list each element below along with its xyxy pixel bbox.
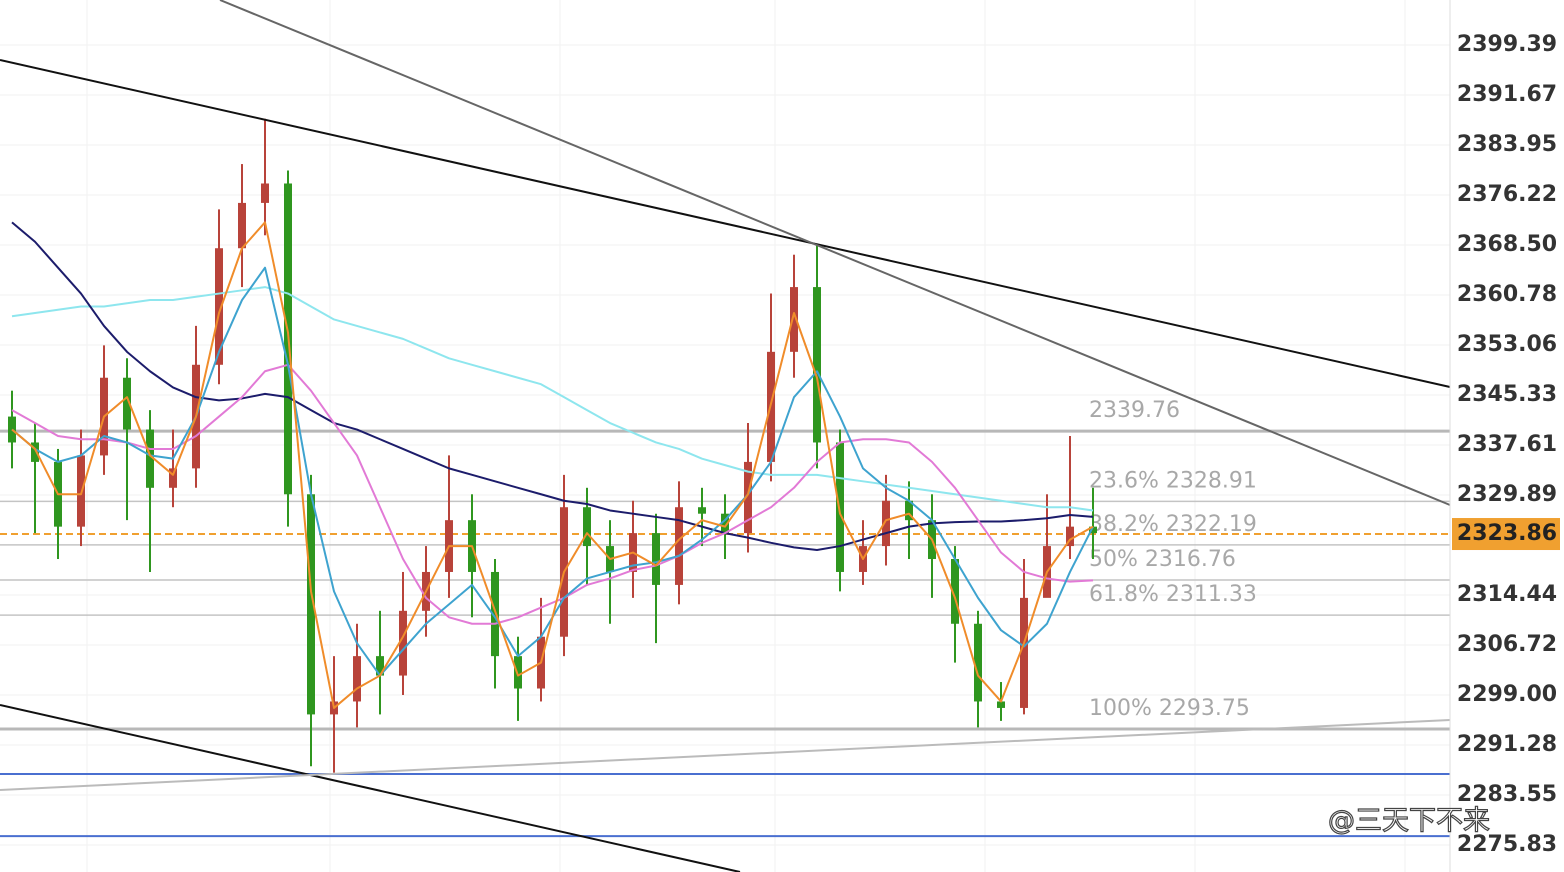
fib-ratio: 23.6%	[1089, 468, 1159, 493]
trendline	[0, 59, 1451, 388]
y-tick-label: 2299.00	[1457, 682, 1557, 707]
candle-body	[813, 287, 821, 443]
fib-label: 100% 2293.75	[1089, 696, 1250, 721]
candle-body	[353, 656, 361, 702]
candle-body	[882, 500, 890, 547]
fib-label: 61.8% 2311.33	[1089, 582, 1257, 607]
fib-ratio: 38.2%	[1089, 512, 1159, 537]
candle-body	[238, 202, 246, 249]
candle-body	[1066, 526, 1074, 547]
candle-body	[905, 500, 913, 521]
fib-price: 2311.33	[1166, 582, 1257, 607]
candle-body	[31, 442, 39, 462]
fib-price: 2328.91	[1166, 468, 1257, 493]
candle-body	[215, 248, 223, 365]
candle-body	[491, 571, 499, 657]
candle-body	[1020, 597, 1028, 708]
fib-price: 2293.75	[1159, 696, 1250, 721]
y-tick-label: 2345.33	[1457, 382, 1557, 407]
candle-body	[261, 183, 269, 203]
y-tick-label: 2283.55	[1457, 782, 1557, 807]
candle-body	[698, 507, 706, 514]
y-tick-label: 2399.39	[1457, 32, 1557, 57]
fib-ratio: 100%	[1089, 696, 1152, 721]
candle-body	[169, 468, 177, 488]
fib-ratio: 61.8%	[1089, 582, 1159, 607]
fib-ratio: 50%	[1089, 547, 1138, 572]
candle-body	[721, 513, 729, 534]
candle-body	[744, 461, 752, 534]
candle-body	[1089, 526, 1097, 534]
fib-label: 2339.76	[1089, 398, 1180, 423]
fib-price: 2322.19	[1166, 512, 1257, 537]
trendline	[0, 704, 741, 872]
moving-average	[11, 363, 1094, 625]
trendlines	[0, 0, 1451, 872]
levels-layer: 2339.76 23.6% 2328.91 38.2% 2322.19 50% 2316.7…	[0, 398, 1450, 838]
candle-body	[675, 507, 683, 585]
y-tick-label: 2337.61	[1457, 432, 1557, 457]
candle-body	[583, 507, 591, 547]
moving-average	[11, 221, 1094, 551]
moving-average	[11, 286, 1094, 512]
y-tick-label: 2383.95	[1457, 132, 1557, 157]
candle-body	[146, 429, 154, 488]
trendline	[219, 0, 1451, 506]
y-tick-label: 2391.67	[1457, 82, 1557, 107]
moving-average	[11, 221, 1094, 709]
y-tick-label: 2376.22	[1457, 182, 1557, 207]
trendline	[0, 719, 1451, 791]
y-tick-label: 2329.89	[1457, 482, 1557, 507]
y-tick-label: 2306.72	[1457, 632, 1557, 657]
candle-body	[376, 656, 384, 676]
current-price-label: 2323.86	[1457, 521, 1557, 546]
y-tick-label: 2291.28	[1457, 732, 1557, 757]
candle-body	[307, 494, 315, 715]
watermark: @三天下不来	[1328, 806, 1490, 837]
fib-price: 2339.76	[1089, 398, 1180, 423]
current-price-box	[1452, 518, 1560, 551]
axis-layer: 2275.83 2283.55 2291.28 2299.00 2306.72 2314.…	[1452, 32, 1560, 857]
fib-label: 50% 2316.76	[1089, 547, 1236, 572]
fib-label: 38.2% 2322.19	[1089, 512, 1257, 537]
candle-body	[790, 287, 798, 352]
fib-label: 23.6% 2328.91	[1089, 468, 1257, 493]
candle-body	[974, 623, 982, 702]
candle-body	[652, 533, 660, 585]
y-tick-label: 2360.78	[1457, 282, 1557, 307]
y-tick-label: 2314.44	[1457, 582, 1557, 607]
candle-body	[514, 656, 522, 689]
y-tick-label: 2368.50	[1457, 232, 1557, 257]
candle-body	[951, 559, 959, 624]
ma-layer	[11, 221, 1094, 709]
candle-body	[123, 377, 131, 430]
y-tick-label: 2275.83	[1457, 832, 1557, 857]
candle-body	[997, 701, 1005, 708]
fib-price: 2316.76	[1145, 547, 1236, 572]
candle-body	[836, 442, 844, 572]
candle-body	[399, 610, 407, 676]
y-tick-label: 2353.06	[1457, 332, 1557, 357]
